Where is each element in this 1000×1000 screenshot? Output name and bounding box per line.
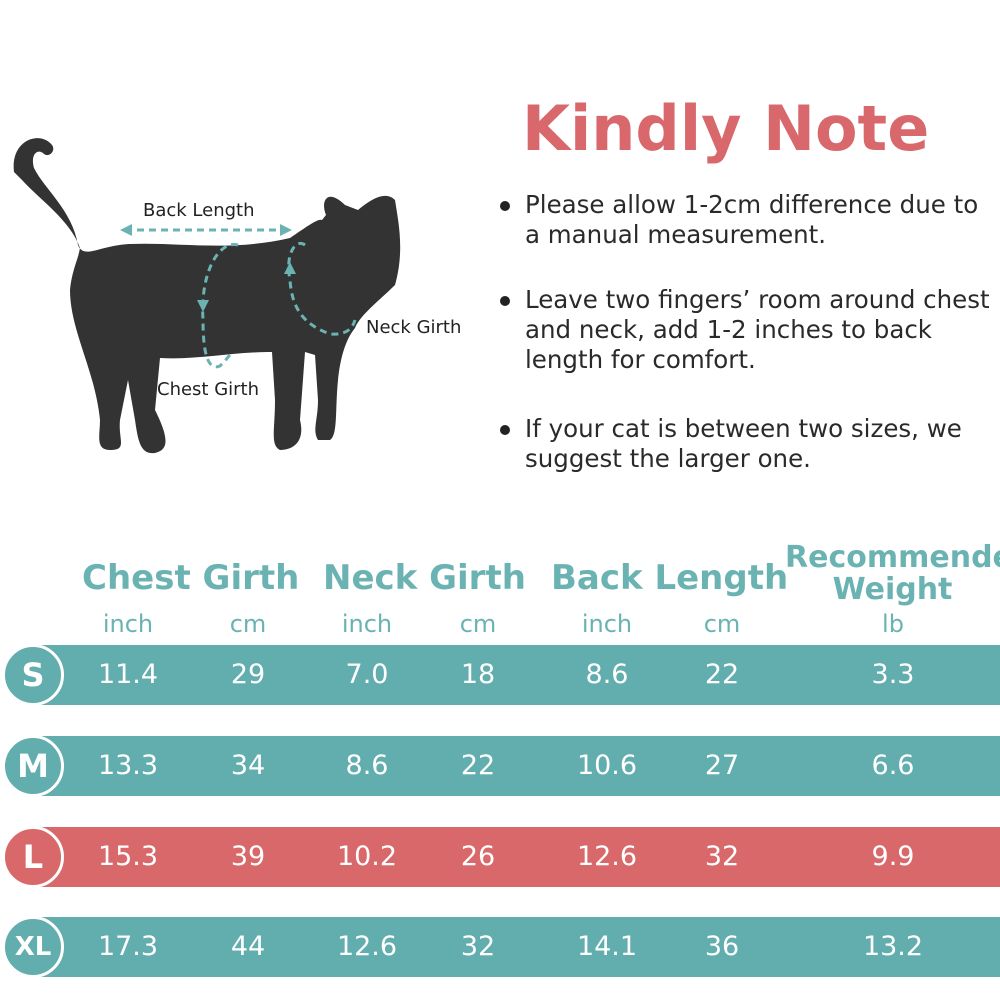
size-value: 17.3: [97, 931, 159, 962]
header-back-length: Back Length: [551, 558, 789, 598]
arrow-up-icon: [284, 262, 296, 274]
size-value: 9.9: [871, 841, 915, 872]
cat-silhouette-diagram: [13, 138, 401, 454]
size-value: 12.6: [576, 841, 638, 872]
size-value: 8.6: [585, 659, 629, 690]
size-row: 11.4 29 7.0 18 8.6 22 3.3: [40, 645, 1000, 705]
size-value: 26: [460, 841, 496, 872]
unit-label: cm: [229, 610, 267, 638]
size-value: 14.1: [576, 931, 638, 962]
size-value: 13.3: [97, 750, 159, 781]
size-value: 32: [704, 841, 740, 872]
size-value: 22: [460, 750, 496, 781]
size-value: 12.6: [336, 931, 398, 962]
neck-girth-loop: [287, 241, 357, 336]
unit-label: inch: [341, 610, 393, 638]
size-value: 44: [230, 931, 266, 962]
size-value: 15.3: [97, 841, 159, 872]
note-item: If your cat is between two sizes, we sug…: [500, 414, 995, 474]
unit-label: cm: [703, 610, 741, 638]
arrow-down-icon: [197, 300, 209, 312]
size-value: 7.0: [345, 659, 389, 690]
size-badge: S: [2, 644, 64, 706]
size-badge: XL: [2, 916, 64, 978]
unit-label: lb: [882, 610, 904, 638]
unit-label: cm: [459, 610, 497, 638]
note-item: Leave two fingers’ room around chest and…: [500, 285, 995, 375]
kindly-note-title: Kindly Note: [522, 92, 930, 165]
size-value: 34: [230, 750, 266, 781]
size-value: 29: [230, 659, 266, 690]
size-badge: L: [2, 826, 64, 888]
size-badge: M: [2, 735, 64, 797]
back-length-label: Back Length: [143, 200, 255, 221]
chest-girth-label: Chest Girth: [157, 379, 260, 400]
unit-label: inch: [581, 610, 633, 638]
header-chest-girth: Chest Girth: [82, 558, 300, 598]
size-value: 22: [704, 659, 740, 690]
size-value: 18: [460, 659, 496, 690]
bullet-icon: [500, 201, 510, 211]
size-value: 27: [704, 750, 740, 781]
arrow-left-icon: [120, 224, 132, 236]
size-value: 32: [460, 931, 496, 962]
bullet-icon: [500, 296, 510, 306]
header-neck-girth: Neck Girth: [323, 558, 526, 598]
size-value: 13.2: [862, 931, 924, 962]
size-value: 36: [704, 931, 740, 962]
note-item: Please allow 1-2cm difference due to a m…: [500, 190, 995, 250]
size-value: 10.6: [576, 750, 638, 781]
chest-girth-loop: [201, 243, 239, 369]
size-row: 13.3 34 8.6 22 10.6 27 6.6: [40, 736, 1000, 796]
cat-silhouette: [13, 138, 401, 454]
bullet-icon: [500, 425, 510, 435]
size-value: 6.6: [871, 750, 915, 781]
neck-girth-label: Neck Girth: [366, 317, 462, 338]
size-row: 17.3 44 12.6 32 14.1 36 13.2: [40, 917, 1000, 977]
size-value: 39: [230, 841, 266, 872]
size-value: 10.2: [336, 841, 398, 872]
arrow-right-icon: [280, 224, 292, 236]
size-value: 3.3: [871, 659, 915, 690]
unit-label: inch: [102, 610, 154, 638]
size-value: 11.4: [97, 659, 159, 690]
size-value: 8.6: [345, 750, 389, 781]
measure-lines: [125, 228, 357, 369]
size-row: 15.3 39 10.2 26 12.6 32 9.9: [40, 827, 1000, 887]
header-recommended-weight: Recommended Weight: [785, 540, 1000, 607]
